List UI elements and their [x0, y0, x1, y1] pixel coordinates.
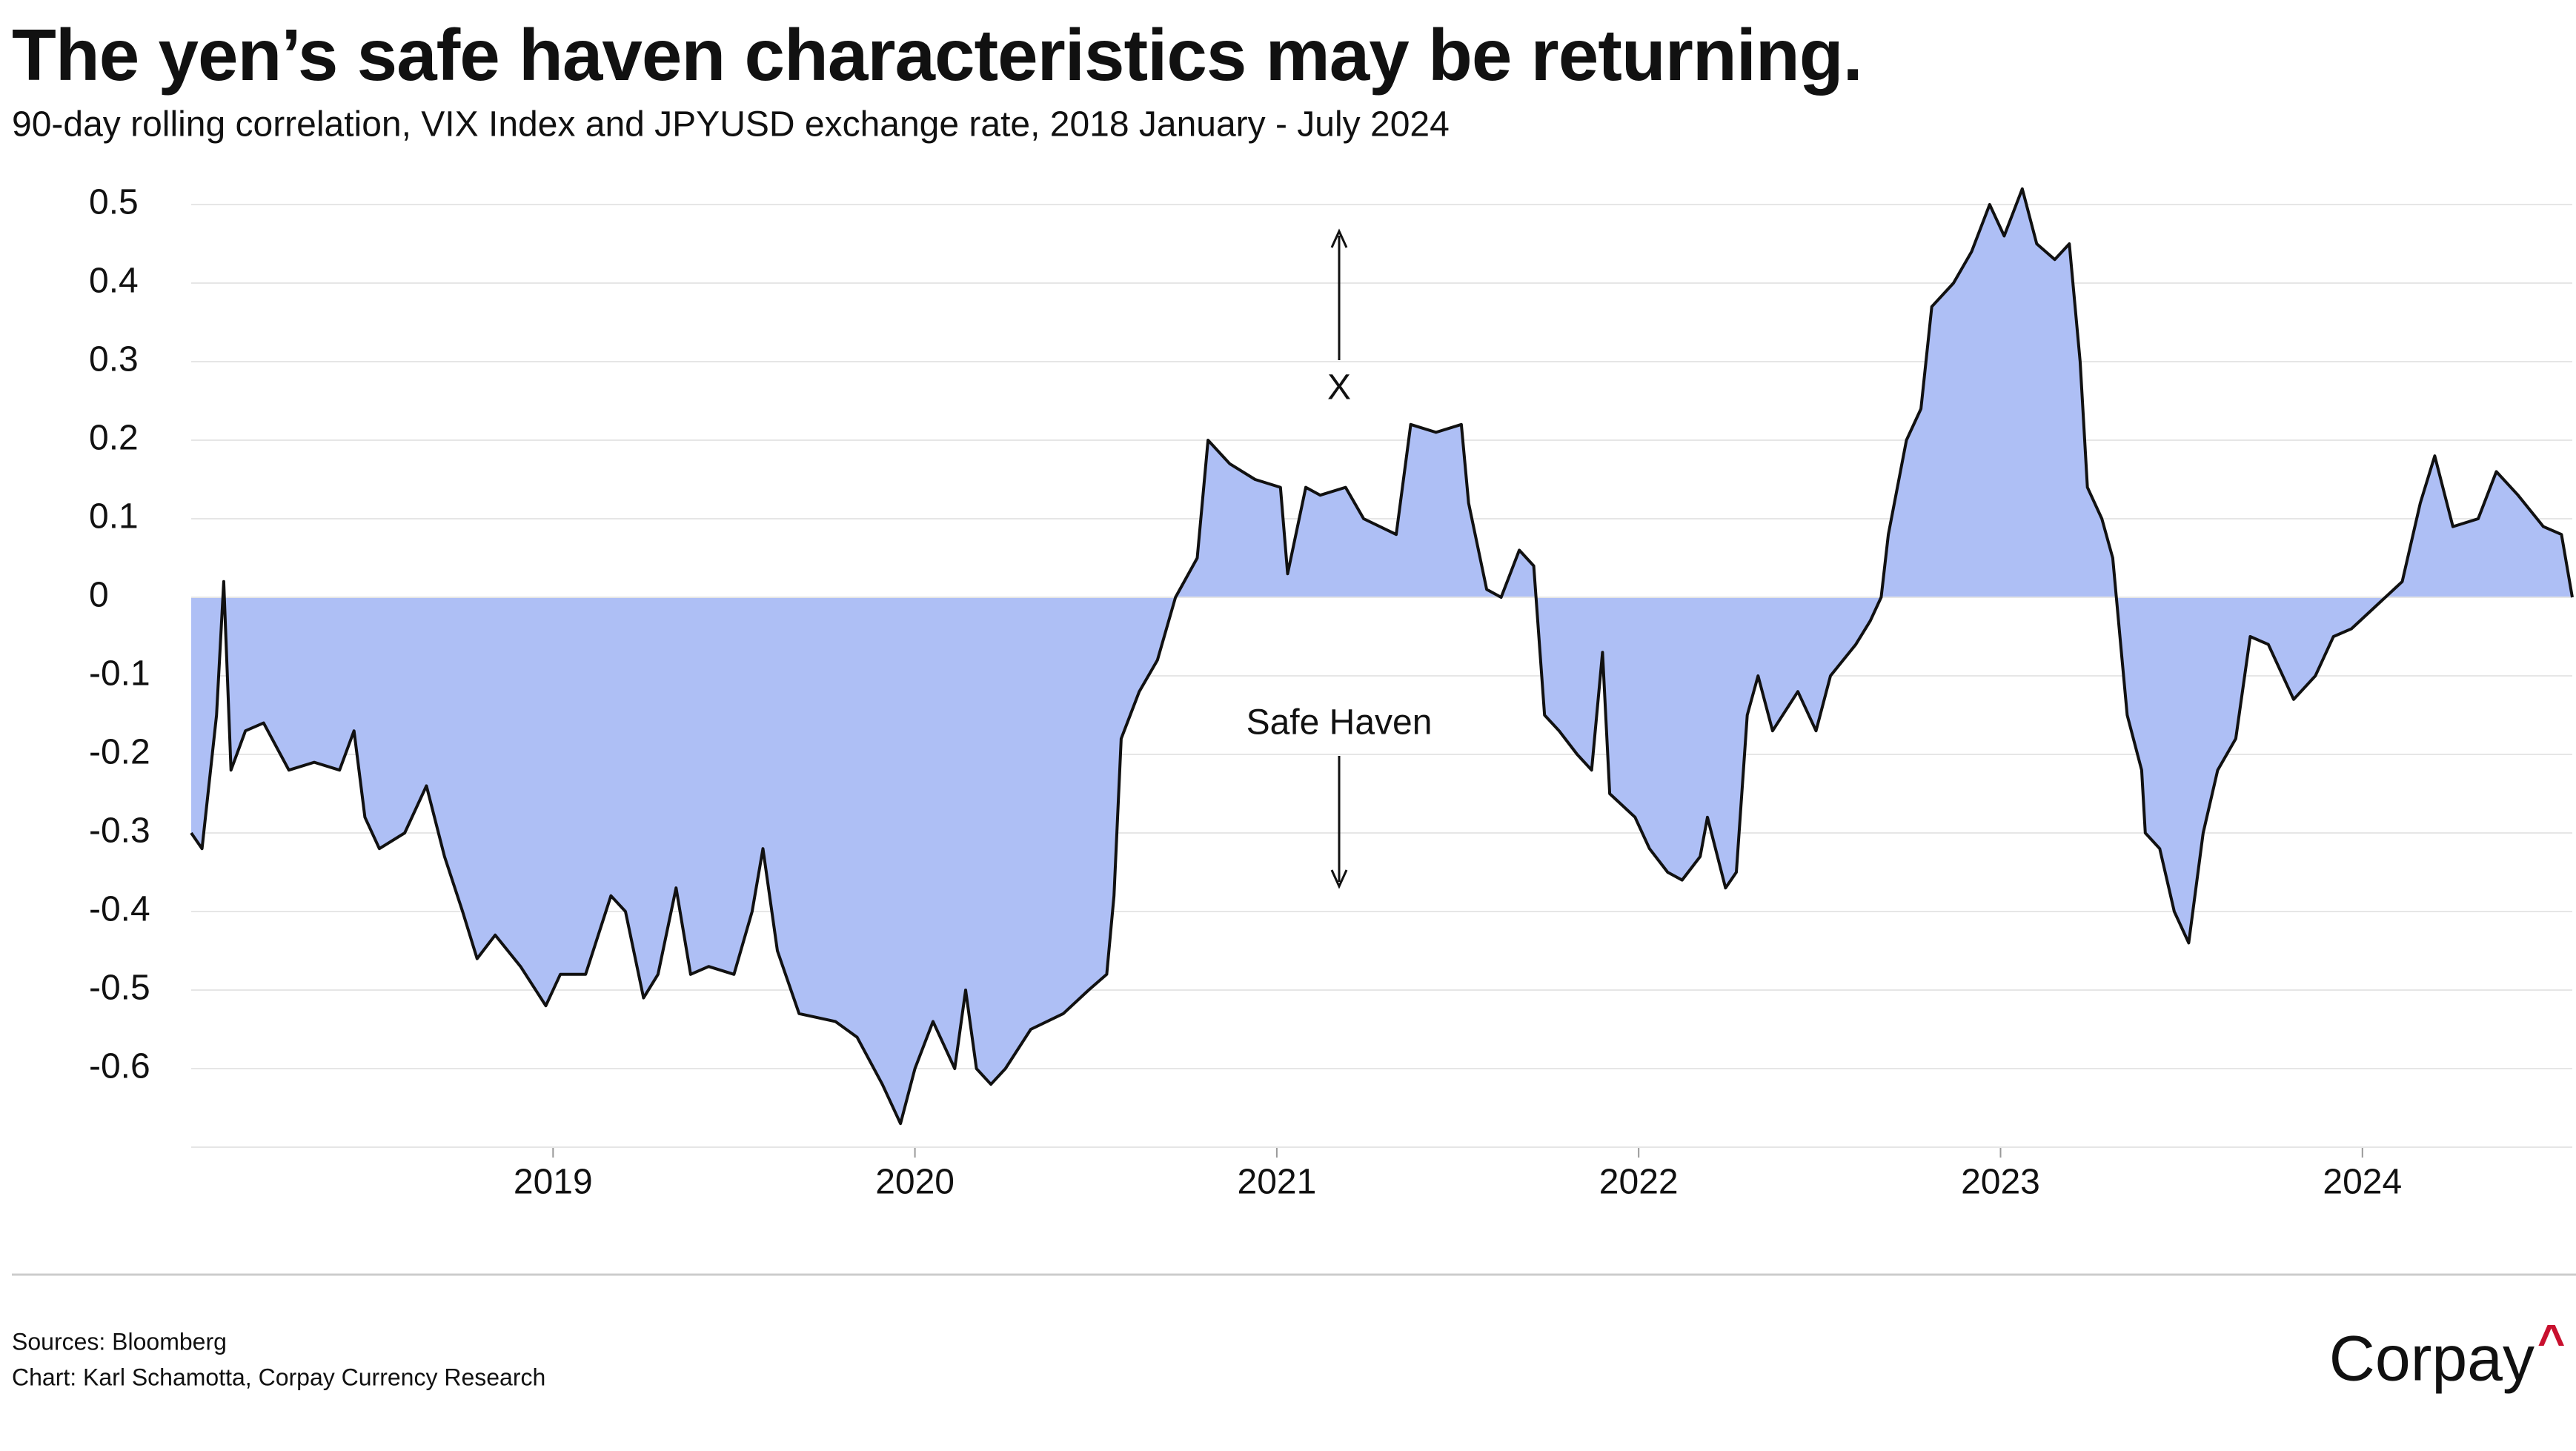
area [191, 188, 2572, 1124]
logo-mark: ^ [2537, 1315, 2565, 1368]
x-tick-label: 2020 [875, 1163, 955, 1202]
y-tick-label: 0.1 [89, 497, 139, 537]
annotation: X [1327, 368, 1351, 408]
logo: Corpay [2329, 1324, 2534, 1395]
y-tick-label: -0.4 [89, 890, 150, 929]
arrow-head [1330, 228, 1348, 248]
x-tick-label: 2019 [514, 1163, 593, 1202]
y-tick-label: -0.2 [89, 733, 150, 772]
credit: Chart: Karl Schamotta, Corpay Currency R… [12, 1364, 545, 1390]
y-tick-label: 0.2 [89, 419, 139, 458]
annotation: Safe Haven [1246, 703, 1433, 743]
x-tick-label: 2022 [1599, 1163, 1679, 1202]
x-tick-label: 2023 [1961, 1163, 2040, 1202]
chart-title: The yen’s safe haven characteristics may… [12, 14, 1862, 96]
y-tick-label: 0.5 [89, 183, 139, 222]
y-tick-label: -0.5 [89, 969, 150, 1008]
y-tick-label: 0.3 [89, 340, 139, 379]
sources: Sources: Bloomberg [12, 1328, 227, 1355]
y-tick-label: -0.6 [89, 1047, 150, 1086]
chart-subtitle: 90-day rolling correlation, VIX Index an… [12, 105, 1450, 145]
x-tick-label: 2021 [1238, 1163, 1317, 1202]
y-tick-label: -0.1 [89, 654, 150, 694]
y-tick-label: 0.4 [89, 262, 139, 301]
y-tick-label: 0 [89, 576, 109, 615]
arrow-head [1330, 869, 1348, 889]
line [190, 187, 2574, 1126]
y-tick-label: -0.3 [89, 811, 150, 851]
x-tick-label: 2024 [2323, 1163, 2402, 1202]
